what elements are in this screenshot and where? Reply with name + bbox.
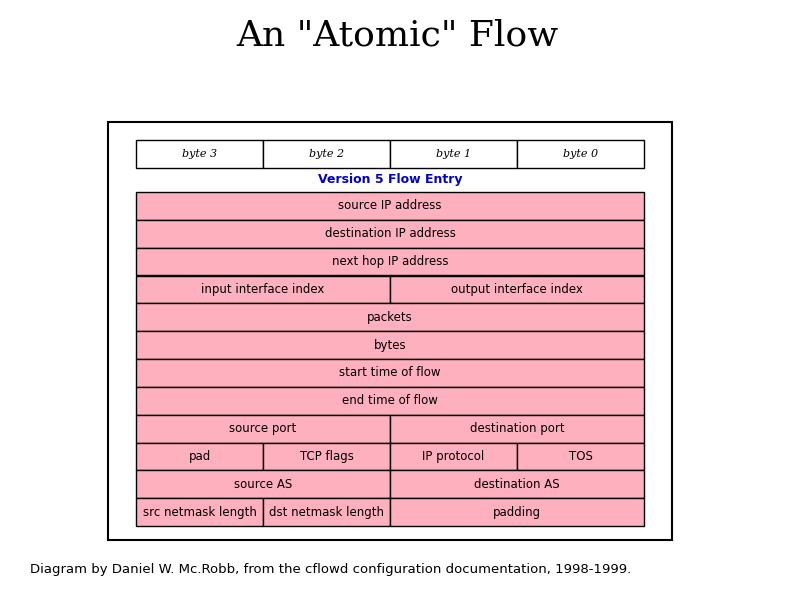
Text: IP protocol: IP protocol bbox=[422, 450, 484, 463]
Bar bbox=[136, 387, 644, 415]
Bar bbox=[136, 470, 390, 498]
Bar bbox=[136, 248, 644, 275]
Text: src netmask length: src netmask length bbox=[143, 506, 256, 519]
Bar bbox=[136, 192, 644, 220]
Bar bbox=[263, 140, 390, 168]
Bar bbox=[136, 275, 390, 303]
Bar bbox=[136, 331, 644, 359]
Text: destination AS: destination AS bbox=[474, 478, 560, 491]
Text: pad: pad bbox=[188, 450, 210, 463]
Bar bbox=[108, 122, 672, 540]
Bar bbox=[390, 275, 644, 303]
Text: TCP flags: TCP flags bbox=[299, 450, 353, 463]
Text: bytes: bytes bbox=[374, 339, 407, 352]
Text: dst netmask length: dst netmask length bbox=[269, 506, 384, 519]
Text: byte 2: byte 2 bbox=[309, 149, 344, 159]
Bar bbox=[390, 415, 644, 443]
Text: destination port: destination port bbox=[470, 422, 565, 435]
Bar bbox=[136, 303, 644, 331]
Text: An "Atomic" Flow: An "Atomic" Flow bbox=[236, 18, 558, 52]
Bar bbox=[136, 443, 263, 470]
Bar bbox=[390, 498, 644, 526]
Text: padding: padding bbox=[493, 506, 541, 519]
Text: packets: packets bbox=[367, 311, 413, 324]
Text: input interface index: input interface index bbox=[202, 283, 325, 296]
Text: output interface index: output interface index bbox=[451, 283, 583, 296]
Bar bbox=[136, 140, 263, 168]
Text: Diagram by Daniel W. Mc.Robb, from the cflowd configuration documentation, 1998-: Diagram by Daniel W. Mc.Robb, from the c… bbox=[30, 563, 631, 577]
Bar bbox=[390, 140, 517, 168]
Bar bbox=[136, 220, 644, 248]
Text: destination IP address: destination IP address bbox=[325, 227, 456, 240]
Text: source IP address: source IP address bbox=[338, 199, 441, 212]
Text: byte 3: byte 3 bbox=[182, 149, 217, 159]
Text: start time of flow: start time of flow bbox=[339, 367, 441, 380]
Text: next hop IP address: next hop IP address bbox=[332, 255, 449, 268]
Bar bbox=[390, 470, 644, 498]
Text: byte 1: byte 1 bbox=[436, 149, 471, 159]
Bar bbox=[517, 443, 644, 470]
Text: Version 5 Flow Entry: Version 5 Flow Entry bbox=[318, 174, 462, 186]
Bar bbox=[263, 498, 390, 526]
Text: end time of flow: end time of flow bbox=[342, 394, 438, 407]
Text: source port: source port bbox=[229, 422, 297, 435]
Text: source AS: source AS bbox=[234, 478, 292, 491]
Text: byte 0: byte 0 bbox=[563, 149, 598, 159]
Bar bbox=[136, 359, 644, 387]
Bar bbox=[390, 443, 517, 470]
Bar bbox=[136, 415, 390, 443]
Bar bbox=[136, 498, 263, 526]
Bar bbox=[263, 443, 390, 470]
Text: TOS: TOS bbox=[569, 450, 592, 463]
Bar bbox=[517, 140, 644, 168]
